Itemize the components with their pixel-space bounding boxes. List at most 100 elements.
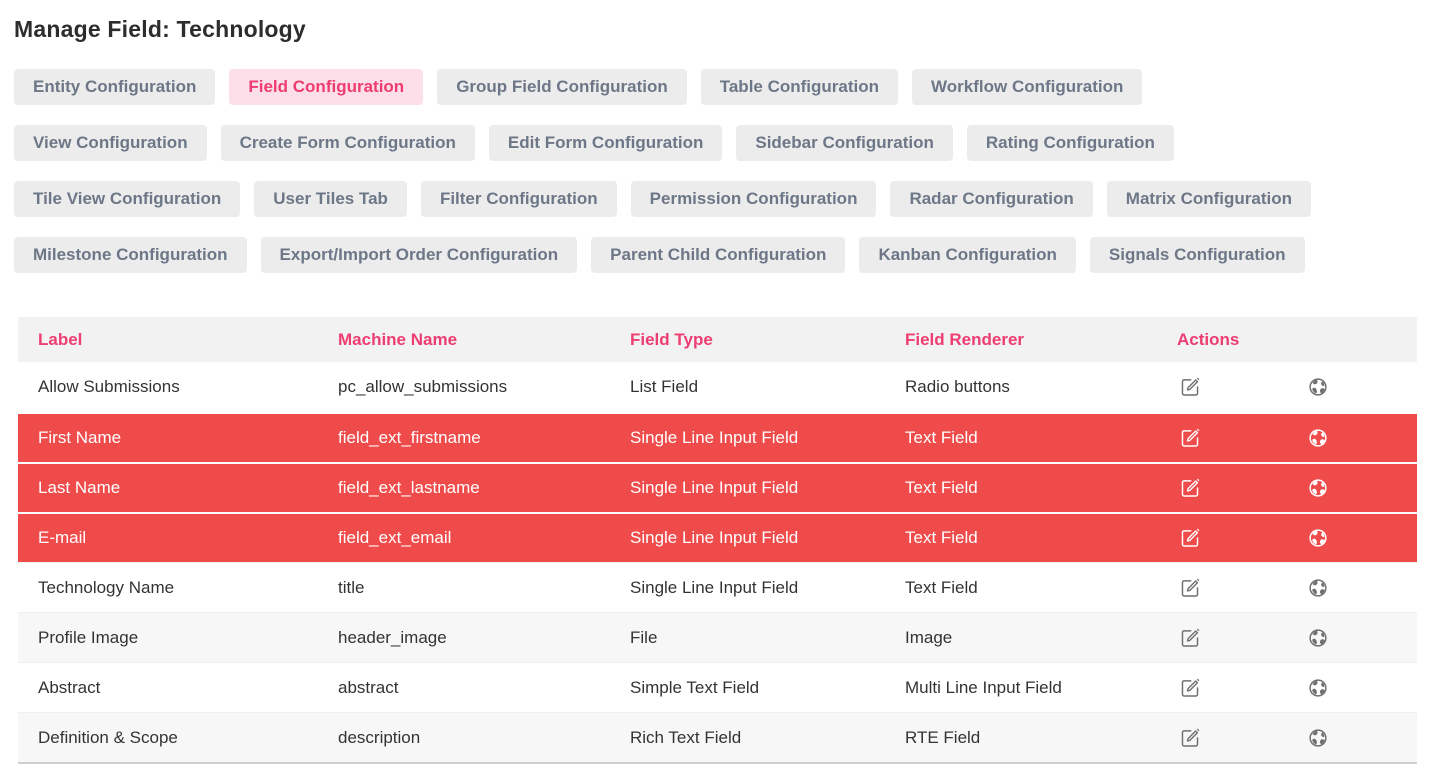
- edit-icon: [1179, 677, 1201, 699]
- tab-group-field-configuration[interactable]: Group Field Configuration: [437, 69, 687, 105]
- cell-actions: [1177, 727, 1397, 749]
- tab-filter-configuration[interactable]: Filter Configuration: [420, 181, 617, 217]
- cell-actions: [1177, 627, 1397, 649]
- tab-user-tiles-tab[interactable]: User Tiles Tab: [254, 181, 407, 217]
- column-header-machine-name: Machine Name: [338, 329, 458, 349]
- cell-field-type: Rich Text Field: [630, 727, 742, 747]
- globe-icon: [1307, 677, 1329, 699]
- tab-milestone-configuration[interactable]: Milestone Configuration: [14, 237, 247, 273]
- table-row[interactable]: Definition & Scope description Rich Text…: [18, 712, 1417, 762]
- globe-icon: [1307, 577, 1329, 599]
- globe-icon: [1307, 427, 1329, 449]
- tab-signals-configuration[interactable]: Signals Configuration: [1089, 237, 1305, 273]
- column-header-field-renderer: Field Renderer: [905, 329, 1025, 349]
- edit-field-button[interactable]: [1179, 677, 1201, 699]
- translate-field-button[interactable]: [1307, 677, 1329, 699]
- cell-machine-name: field_ext_email: [338, 528, 452, 547]
- edit-field-button[interactable]: [1179, 527, 1201, 549]
- page-title: Manage Field: Technology: [14, 16, 306, 42]
- edit-icon: [1179, 427, 1201, 449]
- cell-actions: [1177, 677, 1397, 699]
- cell-field-type: List Field: [630, 377, 699, 396]
- cell-label: First Name: [38, 428, 122, 447]
- column-header-field-type: Field Type: [630, 329, 713, 349]
- cell-field-type: Single Line Input Field: [630, 478, 799, 497]
- cell-machine-name: pc_allow_submissions: [338, 377, 508, 396]
- tab-export-import-order-configuration[interactable]: Export/Import Order Configuration: [260, 237, 578, 273]
- tab-radar-configuration[interactable]: Radar Configuration: [890, 181, 1093, 217]
- cell-machine-name: field_ext_lastname: [338, 478, 480, 497]
- translate-field-button[interactable]: [1307, 627, 1329, 649]
- tab-table-configuration[interactable]: Table Configuration: [700, 69, 899, 105]
- table-row[interactable]: Profile Image header_image File Image: [18, 612, 1417, 662]
- cell-actions: [1177, 376, 1397, 398]
- tab-row: Milestone Configuration Export/Import Ord…: [14, 237, 1418, 273]
- config-tabs: Entity Configuration Field Configuration G…: [14, 69, 1418, 273]
- column-header-actions: Actions: [1177, 329, 1240, 349]
- globe-icon: [1307, 376, 1329, 398]
- tab-edit-form-configuration[interactable]: Edit Form Configuration: [488, 125, 723, 161]
- tab-entity-configuration[interactable]: Entity Configuration: [14, 69, 216, 105]
- edit-icon: [1179, 577, 1201, 599]
- cell-field-renderer: Text Field: [905, 478, 978, 497]
- cell-field-type: Simple Text Field: [630, 677, 760, 697]
- translate-field-button[interactable]: [1307, 527, 1329, 549]
- tab-view-configuration[interactable]: View Configuration: [14, 125, 207, 161]
- tab-parent-child-configuration[interactable]: Parent Child Configuration: [591, 237, 846, 273]
- tab-workflow-configuration[interactable]: Workflow Configuration: [912, 69, 1143, 105]
- edit-field-button[interactable]: [1179, 727, 1201, 749]
- translate-field-button[interactable]: [1307, 577, 1329, 599]
- tab-permission-configuration[interactable]: Permission Configuration: [630, 181, 877, 217]
- tab-create-form-configuration[interactable]: Create Form Configuration: [220, 125, 475, 161]
- edit-field-button[interactable]: [1179, 477, 1201, 499]
- edit-icon: [1179, 477, 1201, 499]
- cell-label: Allow Submissions: [38, 377, 180, 396]
- cell-label: Definition & Scope: [38, 727, 178, 747]
- table-row[interactable]: Allow Submissions pc_allow_submissions L…: [18, 362, 1417, 412]
- tab-tile-view-configuration[interactable]: Tile View Configuration: [14, 181, 241, 217]
- cell-machine-name: title: [338, 577, 365, 597]
- cell-label: Profile Image: [38, 627, 139, 647]
- cell-label: Abstract: [38, 677, 101, 697]
- tab-sidebar-configuration[interactable]: Sidebar Configuration: [736, 125, 953, 161]
- table-row[interactable]: E-mail field_ext_email Single Line Input…: [18, 512, 1417, 562]
- cell-machine-name: abstract: [338, 677, 399, 697]
- table-header-row: Label Machine Name Field Type Field Rend…: [18, 317, 1417, 362]
- edit-icon: [1179, 727, 1201, 749]
- globe-icon: [1307, 727, 1329, 749]
- edit-icon: [1179, 627, 1201, 649]
- cell-field-renderer: Radio buttons: [905, 377, 1010, 396]
- table-row[interactable]: Abstract abstract Simple Text Field Mult…: [18, 662, 1417, 712]
- edit-field-button[interactable]: [1179, 577, 1201, 599]
- edit-field-button[interactable]: [1179, 627, 1201, 649]
- edit-field-button[interactable]: [1179, 427, 1201, 449]
- tab-row: Tile View Configuration User Tiles Tab Fil…: [14, 181, 1418, 217]
- translate-field-button[interactable]: [1307, 727, 1329, 749]
- cell-machine-name: description: [338, 727, 421, 747]
- edit-field-button[interactable]: [1179, 376, 1201, 398]
- cell-label: Technology Name: [38, 577, 175, 597]
- cell-actions: [1177, 577, 1397, 599]
- tab-kanban-configuration[interactable]: Kanban Configuration: [859, 237, 1076, 273]
- translate-field-button[interactable]: [1307, 376, 1329, 398]
- field-table: Label Machine Name Field Type Field Rend…: [18, 317, 1417, 764]
- translate-field-button[interactable]: [1307, 427, 1329, 449]
- table-row[interactable]: Last Name field_ext_lastname Single Line…: [18, 462, 1417, 512]
- translate-field-button[interactable]: [1307, 477, 1329, 499]
- tab-row: Entity Configuration Field Configuration G…: [14, 69, 1418, 105]
- cell-actions: [1177, 527, 1397, 549]
- table-body: Allow Submissions pc_allow_submissions L…: [18, 362, 1417, 762]
- cell-machine-name: header_image: [338, 627, 447, 647]
- tab-rating-configuration[interactable]: Rating Configuration: [966, 125, 1174, 161]
- globe-icon: [1307, 477, 1329, 499]
- cell-field-type: File: [630, 627, 658, 647]
- table-row[interactable]: First Name field_ext_firstname Single Li…: [18, 412, 1417, 462]
- cell-field-type: Single Line Input Field: [630, 428, 799, 447]
- tab-matrix-configuration[interactable]: Matrix Configuration: [1106, 181, 1312, 217]
- table-row[interactable]: Technology Name title Single Line Input …: [18, 562, 1417, 612]
- tab-field-configuration[interactable]: Field Configuration: [229, 69, 424, 105]
- edit-icon: [1179, 376, 1201, 398]
- tab-row: View Configuration Create Form Configurat…: [14, 125, 1418, 161]
- cell-field-type: Single Line Input Field: [630, 528, 799, 547]
- cell-field-renderer: RTE Field: [905, 727, 981, 747]
